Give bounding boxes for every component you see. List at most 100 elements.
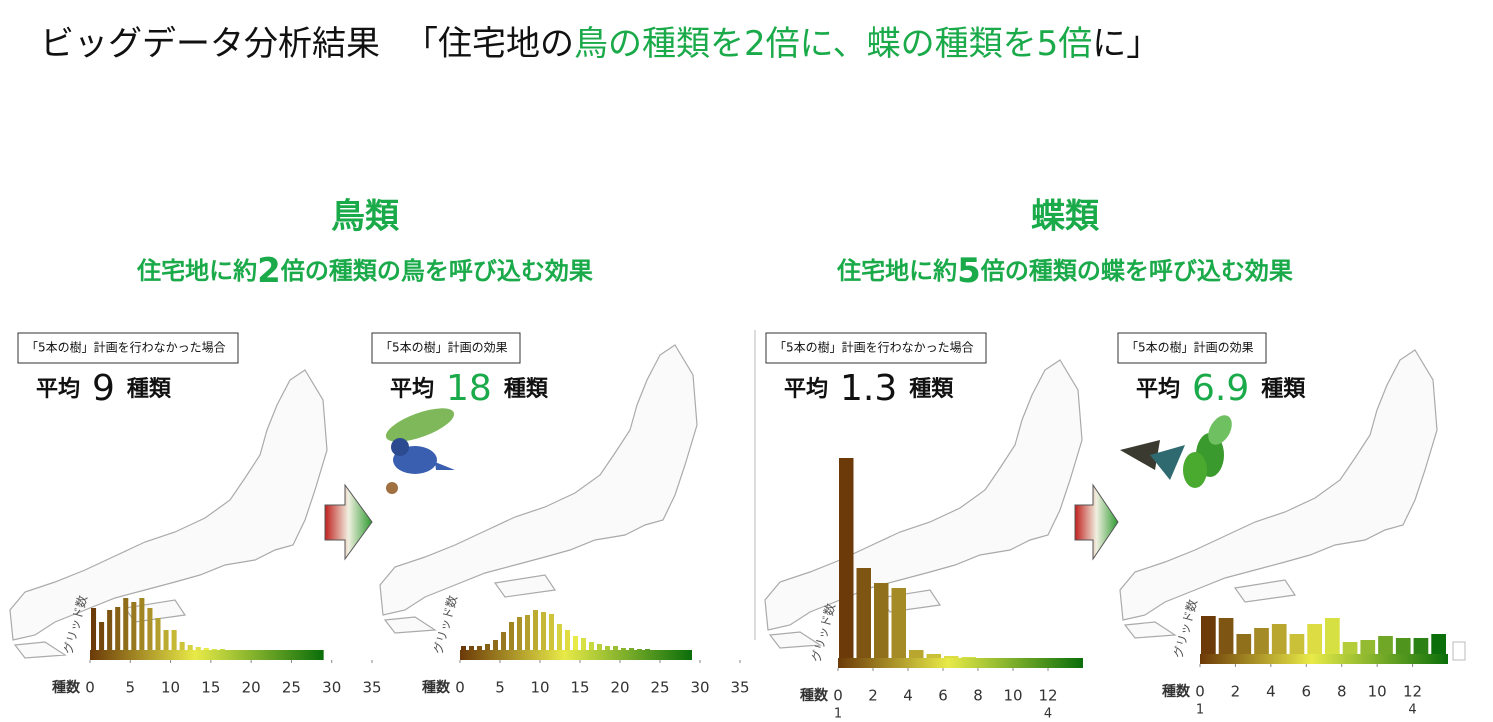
histogram-bar xyxy=(509,622,514,650)
histogram-bar xyxy=(557,624,562,650)
histogram-bar xyxy=(629,648,634,650)
x-tick-label: 10 xyxy=(161,679,180,697)
x-tick-label: 30 xyxy=(690,679,709,697)
x-tick-label: 15 xyxy=(570,679,589,697)
histogram-bar xyxy=(565,630,570,650)
histogram-bar xyxy=(99,622,105,650)
histogram-bar xyxy=(926,654,941,658)
group-effect: 住宅地に約5倍の種類の蝶を呼び込む効果 xyxy=(836,251,1293,291)
title-highlight: 鳥の種類を2倍に、蝶の種類を5倍 xyxy=(574,24,1092,64)
butterfly-illustration xyxy=(1120,415,1232,488)
x-tick-label: 35 xyxy=(362,679,381,697)
map-label-box xyxy=(371,332,521,364)
histogram-bar xyxy=(91,608,97,650)
average: 平均 6.9 種類 xyxy=(1136,368,1306,409)
histogram-bar xyxy=(541,612,546,650)
average-value: 1.3 xyxy=(840,368,897,409)
x-tick-label: 6 xyxy=(1302,683,1312,701)
histogram-bar xyxy=(493,640,498,650)
x-tick-label: 8 xyxy=(1337,683,1347,701)
title-open: 「住宅地の xyxy=(404,24,574,64)
average-prefix: 平均 xyxy=(36,376,80,402)
average-value: 18 xyxy=(446,368,492,409)
effect-factor: 2 xyxy=(257,251,281,291)
x-tick-label: 0 xyxy=(85,679,95,697)
x-axis-label: 種数 xyxy=(800,687,829,704)
map-label: 「5本の樹」計画を行わなかった場合 xyxy=(26,340,226,355)
x-tick-label: 20 xyxy=(242,679,261,697)
histogram-bar xyxy=(155,618,161,650)
group-heading: 蝶類 xyxy=(1031,197,1100,237)
map-label: 「5本の樹」計画の効果 xyxy=(1126,340,1254,355)
histogram-bar xyxy=(1307,624,1322,654)
histogram-bar xyxy=(891,588,906,658)
average-prefix: 平均 xyxy=(784,376,828,402)
histogram-bar xyxy=(613,646,618,650)
bird-illustration xyxy=(385,408,455,494)
title-lead: ビッグデータ分析結果 xyxy=(40,24,380,64)
histogram-bar xyxy=(839,458,854,658)
average: 平均 9 種類 xyxy=(36,368,172,409)
histogram-bar xyxy=(195,647,201,650)
x-axis-label: 種数 xyxy=(52,679,81,696)
histogram-bar xyxy=(1201,616,1216,654)
color-scale xyxy=(90,650,324,660)
x-tick-label: 12 xyxy=(1403,683,1422,701)
effect-after: 倍の種類の蝶を呼び込む効果 xyxy=(980,257,1293,285)
x-tick-label: 8 xyxy=(973,687,983,705)
x-tick-label: 10 xyxy=(1003,687,1022,705)
title-close: に」 xyxy=(1092,24,1160,64)
effect-before: 住宅地に約 xyxy=(136,257,257,285)
range-label: 4 xyxy=(1408,703,1416,718)
histogram-bar xyxy=(597,644,602,650)
arrow xyxy=(324,483,373,561)
histogram-bar xyxy=(203,648,209,650)
group-effect: 住宅地に約2倍の種類の鳥を呼び込む効果 xyxy=(136,251,593,291)
average-unit: 種類 xyxy=(504,377,549,402)
histogram-bar xyxy=(1289,634,1305,654)
range-label: 4 xyxy=(1044,707,1052,722)
histogram-bar xyxy=(645,649,650,650)
x-tick-label: 30 xyxy=(322,679,341,697)
histogram-bar xyxy=(1218,618,1234,654)
average: 平均 18 種類 xyxy=(390,368,549,409)
map-label: 「5本の樹」計画の効果 xyxy=(380,340,508,355)
x-tick-label: 35 xyxy=(730,679,749,697)
histogram-bar xyxy=(874,583,889,658)
group-heading: 鳥類 xyxy=(331,197,400,237)
histogram-bar xyxy=(1254,628,1269,654)
average-prefix: 平均 xyxy=(1136,376,1180,402)
histogram-bar xyxy=(107,610,113,650)
histogram-bar xyxy=(501,632,506,650)
histogram-bar xyxy=(1413,638,1429,654)
arrow xyxy=(1074,483,1119,561)
x-tick-label: 0 xyxy=(1195,683,1205,701)
average-value: 6.9 xyxy=(1192,368,1249,409)
histogram-bar xyxy=(219,649,225,650)
histogram-bar xyxy=(211,649,217,650)
histogram-bar xyxy=(909,650,924,658)
average-prefix: 平均 xyxy=(390,376,434,402)
histogram-bar xyxy=(573,636,578,650)
average-unit: 種類 xyxy=(909,377,954,402)
x-tick-label: 15 xyxy=(201,679,220,697)
histogram-bar xyxy=(171,630,177,650)
histogram-bar xyxy=(1342,642,1358,654)
color-scale xyxy=(460,650,692,660)
x-tick-label: 5 xyxy=(495,679,505,697)
histogram-bar xyxy=(1360,640,1376,654)
x-tick-label: 25 xyxy=(282,679,301,697)
map-label: 「5本の樹」計画を行わなかった場合 xyxy=(774,340,974,355)
histogram-bar xyxy=(461,646,466,650)
histogram-bar xyxy=(1431,634,1446,654)
histogram-bar xyxy=(581,638,586,650)
average-value: 9 xyxy=(92,368,115,409)
histogram-bar xyxy=(961,657,976,658)
histogram-bar xyxy=(469,646,474,650)
histogram-bar xyxy=(115,607,121,650)
histogram-bar xyxy=(589,642,594,650)
x-tick-label: 10 xyxy=(530,679,549,697)
x-tick-label: 12 xyxy=(1038,687,1057,705)
x-tick-label: 2 xyxy=(1231,683,1241,701)
x-tick-label: 10 xyxy=(1368,683,1387,701)
